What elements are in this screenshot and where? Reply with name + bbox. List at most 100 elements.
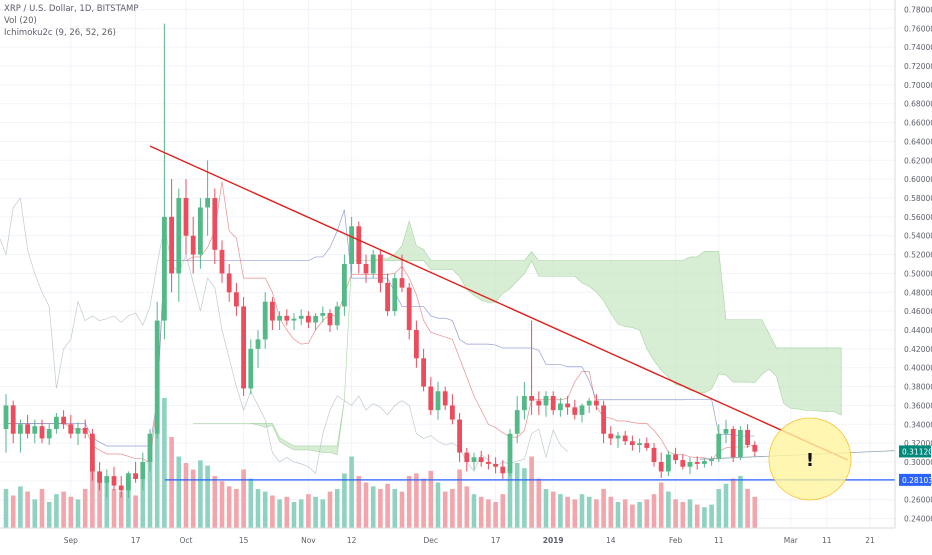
candle[interactable] xyxy=(529,320,534,415)
candle[interactable] xyxy=(169,179,174,293)
candle[interactable] xyxy=(673,447,678,464)
candle[interactable] xyxy=(464,447,470,472)
candle[interactable] xyxy=(586,397,592,413)
candle[interactable] xyxy=(702,458,707,468)
candle[interactable] xyxy=(601,400,606,444)
candle[interactable] xyxy=(176,188,182,302)
candle[interactable] xyxy=(248,339,254,395)
candle[interactable] xyxy=(637,438,642,453)
candle[interactable] xyxy=(630,435,635,451)
candle[interactable] xyxy=(133,462,138,483)
candle[interactable] xyxy=(694,456,700,470)
candle[interactable] xyxy=(226,264,232,302)
candle[interactable] xyxy=(313,313,318,330)
current-price-label[interactable]: 0.31120 xyxy=(902,447,932,456)
candle[interactable] xyxy=(622,430,628,446)
candle[interactable] xyxy=(730,426,736,462)
highlight-circle[interactable] xyxy=(768,417,852,501)
candle[interactable] xyxy=(198,198,203,269)
candle[interactable] xyxy=(219,240,225,283)
candle[interactable] xyxy=(514,396,520,444)
candle[interactable] xyxy=(385,273,390,316)
candle[interactable] xyxy=(3,394,9,453)
candle[interactable] xyxy=(680,454,686,470)
drawings[interactable]: ! xyxy=(149,145,896,501)
candle[interactable] xyxy=(291,313,297,330)
candle[interactable] xyxy=(658,452,664,479)
candle[interactable] xyxy=(644,437,650,451)
candle[interactable] xyxy=(716,424,722,462)
candle[interactable] xyxy=(723,419,729,444)
candle[interactable] xyxy=(320,306,326,323)
candle[interactable] xyxy=(579,403,585,423)
candle[interactable] xyxy=(356,221,362,274)
candle[interactable] xyxy=(507,429,513,477)
candle[interactable] xyxy=(118,476,124,498)
candle[interactable] xyxy=(428,377,434,415)
candle[interactable] xyxy=(594,394,599,411)
candle[interactable] xyxy=(46,424,52,446)
candle[interactable] xyxy=(97,462,102,491)
candle[interactable] xyxy=(32,419,38,444)
candle[interactable] xyxy=(442,386,448,411)
price-axis[interactable]: 0.78000 0.76000 0.74000 0.72000 0.70000 0.680… xyxy=(894,0,932,550)
candle[interactable] xyxy=(327,309,333,332)
candle[interactable] xyxy=(457,412,462,462)
candle[interactable] xyxy=(666,450,671,477)
candle[interactable] xyxy=(284,309,290,326)
candle[interactable] xyxy=(82,419,88,439)
candle[interactable] xyxy=(414,320,419,368)
candle[interactable] xyxy=(543,391,549,417)
symbol-title[interactable]: XRP / U.S. Dollar, 1D, BITSTAMP xyxy=(4,4,139,14)
candle[interactable] xyxy=(255,330,261,368)
candle[interactable] xyxy=(500,460,506,479)
candle[interactable] xyxy=(572,399,578,420)
candle[interactable] xyxy=(111,466,117,491)
candle[interactable] xyxy=(536,391,542,415)
candle[interactable] xyxy=(370,249,376,279)
candle[interactable] xyxy=(421,348,426,392)
candle[interactable] xyxy=(68,414,74,439)
candle[interactable] xyxy=(90,429,95,481)
candle[interactable] xyxy=(262,292,268,349)
support-price-label[interactable]: 0.28103 xyxy=(902,476,932,485)
candle[interactable] xyxy=(126,471,131,498)
candle[interactable] xyxy=(522,381,527,420)
candle[interactable] xyxy=(54,412,59,434)
volume-indicator-label[interactable]: Vol (20) xyxy=(4,16,37,26)
candle[interactable] xyxy=(140,452,146,491)
candle[interactable] xyxy=(75,422,81,446)
candle[interactable] xyxy=(306,311,311,329)
candle[interactable] xyxy=(486,454,491,470)
candle[interactable] xyxy=(104,469,110,498)
candle[interactable] xyxy=(18,419,23,453)
candles[interactable] xyxy=(3,23,758,498)
candle[interactable] xyxy=(349,216,354,274)
candle[interactable] xyxy=(752,441,758,457)
candle[interactable] xyxy=(687,457,693,475)
candle[interactable] xyxy=(471,452,477,470)
candle[interactable] xyxy=(342,254,347,316)
candle[interactable] xyxy=(651,443,657,467)
candle[interactable] xyxy=(478,450,484,467)
candle[interactable] xyxy=(234,282,239,316)
candle[interactable] xyxy=(205,160,210,236)
time-axis[interactable]: Sep 17 Oct 15 Nov 12 Dec 17 2019 14 Feb 11 Mar 11 21 xyxy=(0,527,895,550)
candle[interactable] xyxy=(435,381,441,420)
candle[interactable] xyxy=(277,311,282,330)
candle[interactable] xyxy=(399,254,405,293)
candle[interactable] xyxy=(709,456,714,466)
candle[interactable] xyxy=(147,429,153,472)
candle[interactable] xyxy=(212,188,218,264)
candle[interactable] xyxy=(298,309,304,326)
candle[interactable] xyxy=(450,394,455,425)
candle[interactable] xyxy=(334,301,340,330)
candle[interactable] xyxy=(10,400,16,444)
candle[interactable] xyxy=(550,391,556,415)
candle[interactable] xyxy=(558,397,563,417)
candle[interactable] xyxy=(270,297,275,330)
candle[interactable] xyxy=(565,396,570,415)
candle[interactable] xyxy=(25,414,30,439)
candle[interactable] xyxy=(406,282,412,340)
